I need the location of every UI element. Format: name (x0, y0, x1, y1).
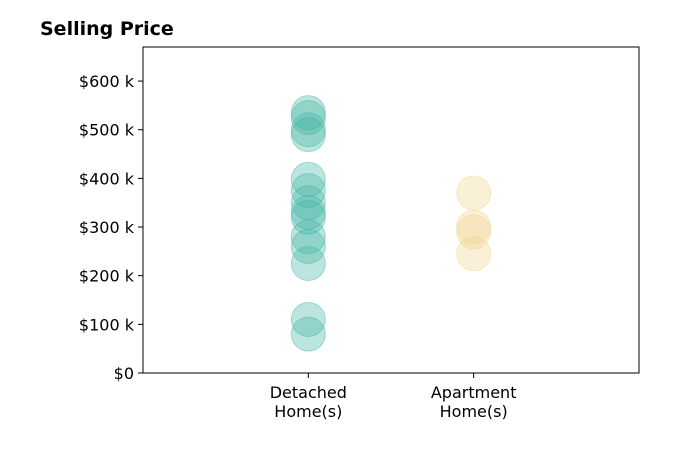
data-point (456, 236, 492, 272)
data-point (290, 199, 326, 235)
x-tick-label: Home(s) (274, 402, 342, 421)
data-point (290, 173, 326, 209)
data-point (290, 301, 326, 337)
y-tick-label: $300 k (79, 218, 135, 237)
data-point (290, 95, 326, 131)
data-point (290, 117, 326, 153)
data-point (290, 112, 326, 148)
data-point (456, 175, 492, 211)
data-point (290, 316, 326, 352)
data-point (290, 185, 326, 221)
data-points (290, 95, 492, 352)
data-point (290, 228, 326, 264)
plot-frame (142, 46, 640, 374)
data-point (290, 194, 326, 230)
y-tick-label: $200 k (79, 267, 135, 286)
x-tick-label: Detached (270, 383, 347, 402)
x-tick-label: Home(s) (440, 402, 508, 421)
y-tick-label: $400 k (79, 169, 135, 188)
y-tick-label: $0 (114, 364, 134, 383)
data-point (290, 219, 326, 255)
data-point (290, 161, 326, 197)
y-tick-label: $600 k (79, 72, 135, 91)
y-tick-label: $500 k (79, 121, 135, 140)
data-point (290, 246, 326, 282)
x-tick-label: Apartment (431, 383, 517, 402)
data-point (456, 209, 492, 245)
y-axis: $0 $100 k $200 k $300 k $400 k $500 k $600 k (79, 72, 143, 383)
chart-title: Selling Price (40, 18, 174, 40)
y-tick-label: $100 k (79, 315, 135, 334)
data-point (290, 100, 326, 136)
data-point (456, 214, 492, 250)
